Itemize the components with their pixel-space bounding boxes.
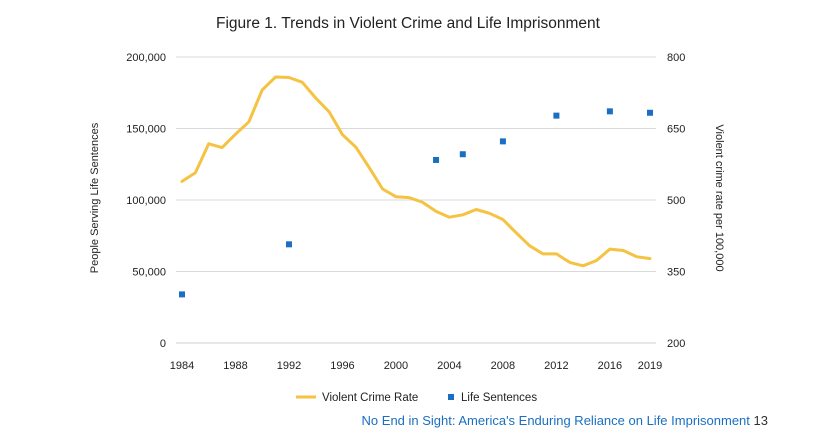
x-tick-label: 1996	[330, 360, 354, 372]
right-axis-label: Violent crime rate per 100,000	[713, 124, 725, 271]
x-tick-label: 2008	[491, 360, 515, 372]
left-tick-label: 200,000	[126, 52, 166, 64]
left-axis-ticks: 0 50,000 100,000 150,000 200,000	[126, 52, 166, 350]
series-layer	[179, 75, 653, 298]
life-sentences-point	[459, 151, 466, 158]
life-sentences-point	[179, 291, 185, 298]
page-number: 13	[753, 413, 768, 428]
chart: Figure 1. Trends in Violent Crime and Li…	[89, 15, 725, 404]
left-tick-label: 50,000	[132, 267, 166, 279]
life-sentences-point	[553, 112, 560, 119]
x-tick-label: 1992	[277, 360, 301, 372]
life-sentences-point	[433, 156, 440, 163]
life-sentences-point	[499, 138, 506, 145]
right-tick-label: 200	[667, 338, 685, 350]
life-sentences-point	[647, 109, 653, 116]
left-tick-label: 100,000	[126, 195, 166, 207]
chart-title: Figure 1. Trends in Violent Crime and Li…	[216, 15, 601, 32]
right-tick-label: 650	[667, 124, 685, 136]
legend: Violent Crime Rate Life Sentences	[296, 392, 537, 404]
x-tick-label: 1984	[170, 360, 194, 372]
legend-label-life-sentences: Life Sentences	[461, 392, 537, 404]
x-tick-label: 2000	[384, 360, 408, 372]
legend-square-swatch	[448, 394, 454, 400]
left-axis-label: People Serving Life Sentences	[89, 122, 101, 273]
x-tick-label: 2012	[544, 360, 568, 372]
life-sentences-point	[285, 241, 292, 248]
x-tick-label: 2004	[437, 360, 461, 372]
violent-crime-rate-line	[180, 75, 652, 268]
legend-label-violent-crime: Violent Crime Rate	[322, 392, 418, 404]
right-tick-label: 500	[667, 195, 685, 207]
left-tick-label: 150,000	[126, 124, 166, 136]
footer-title: No End in Sight: America's Enduring Reli…	[361, 413, 750, 428]
page-footer: No End in Sight: America's Enduring Reli…	[362, 413, 768, 428]
life-sentences-point	[606, 108, 613, 115]
x-tick-label: 2016	[598, 360, 622, 372]
x-tick-label: 2019	[638, 360, 662, 372]
left-tick-label: 0	[160, 338, 166, 350]
right-tick-label: 800	[667, 52, 685, 64]
x-axis-ticks: 1984 1988 1992 1996 2000 2004 2008 2012 2016 2019	[170, 360, 662, 372]
x-tick-label: 1988	[223, 360, 247, 372]
right-axis-ticks: 200 350 500 650 800	[667, 52, 685, 350]
right-tick-label: 350	[667, 267, 685, 279]
